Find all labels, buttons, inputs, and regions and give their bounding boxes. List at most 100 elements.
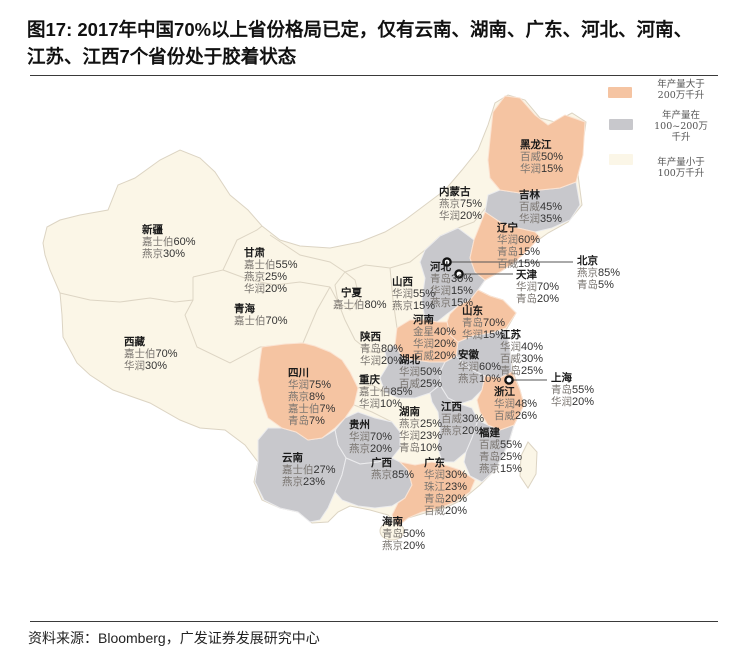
brand-share-line: 燕京30% (142, 248, 196, 260)
province-name: 吉林 (519, 189, 540, 201)
province-label-henan: 河南 金星40% 华润20% 百威20% (413, 314, 456, 362)
province-label-shanxi: 山西 华润55% 燕京15% (392, 276, 435, 312)
share-value: 10% (479, 373, 502, 385)
province-label-jiangsu: 江苏 华润40% 百威30% 青岛25% (500, 329, 543, 377)
province-label-hebei: 河北 青岛30% 华润15% 燕京15% (430, 261, 473, 309)
brand-share-line: 华润40% (500, 341, 543, 353)
share-value: 20% (460, 210, 483, 222)
brand-share-line: 华润60% (458, 361, 501, 373)
share-value: 40% (434, 326, 457, 338)
share-value: 30% (462, 413, 485, 425)
share-value: 8% (309, 391, 325, 403)
brand-share-line: 华润50% (399, 366, 442, 378)
brand-share-line: 华润35% (519, 213, 562, 225)
legend-text-line: 千升 (671, 132, 691, 143)
brand-name: 燕京 (392, 300, 413, 312)
province-label-jiangxi: 江西 百威30% 燕京20% (441, 401, 484, 437)
brand-share-line: 华润60% (497, 234, 540, 246)
brand-name: 华润 (516, 281, 537, 293)
brand-share-line: 华润55% (392, 288, 435, 300)
province-label-tianjin: 天津 华润70% 青岛20% (516, 269, 559, 305)
brand-name: 青岛 (497, 246, 518, 258)
share-value: 25% (265, 271, 288, 283)
province-name: 天津 (516, 269, 537, 281)
brand-share-line: 青岛30% (430, 273, 473, 285)
share-value: 85% (598, 267, 621, 279)
brand-share-line: 燕京85% (371, 469, 414, 481)
brand-share-line: 燕京20% (382, 540, 425, 552)
brand-share-line: 青岛15% (497, 246, 540, 258)
brand-share-line: 百威30% (441, 413, 484, 425)
share-value: 25% (521, 365, 544, 377)
brand-name: 华润 (399, 366, 420, 378)
brand-share-line: 百威20% (424, 505, 467, 517)
brand-share-line: 燕京75% (439, 198, 482, 210)
share-value: 15% (451, 285, 474, 297)
brand-name: 华润 (359, 398, 380, 410)
share-value: 7% (309, 415, 325, 427)
province-label-ningxia: 宁夏 嘉士伯80% (333, 287, 387, 311)
province-label-heilongjiang: 黑龙江 百威50% 华润15% (520, 139, 563, 175)
share-value: 85% (392, 469, 415, 481)
source-note: 资料来源：Bloomberg，广发证券发展研究中心 (28, 630, 320, 646)
brand-name: 青岛 (382, 528, 403, 540)
province-name: 青海 (234, 303, 255, 315)
province-name: 内蒙古 (439, 186, 471, 198)
city-marker-icon (504, 375, 514, 385)
brand-share-line: 华润15% (520, 163, 563, 175)
share-value: 20% (572, 396, 595, 408)
brand-share-line: 百威45% (519, 201, 562, 213)
province-name: 黑龙江 (520, 139, 552, 151)
share-value: 20% (434, 338, 457, 350)
brand-name: 华润 (399, 430, 420, 442)
brand-name: 嘉士伯 (288, 403, 320, 415)
brand-share-line: 百威55% (479, 439, 522, 451)
brand-name: 青岛 (479, 451, 500, 463)
province-name: 安徽 (458, 349, 479, 361)
brand-name: 燕京 (479, 463, 500, 475)
share-value: 15% (413, 300, 436, 312)
brand-name: 嘉士伯 (142, 236, 174, 248)
province-name: 山西 (392, 276, 413, 288)
brand-name: 燕京 (142, 248, 163, 260)
brand-name: 华润 (424, 469, 445, 481)
share-value: 20% (381, 355, 404, 367)
brand-share-line: 华润48% (494, 398, 537, 410)
share-value: 70% (537, 281, 560, 293)
brand-share-line: 百威50% (520, 151, 563, 163)
brand-share-line: 燕京25% (244, 271, 298, 283)
brand-share-line: 燕京20% (349, 443, 392, 455)
region-guangdong (391, 461, 476, 527)
province-name: 广西 (371, 457, 392, 469)
brand-name: 燕京 (349, 443, 370, 455)
brand-name: 青岛 (424, 493, 445, 505)
brand-share-line: 华润20% (413, 338, 456, 350)
shanghai-marker (504, 375, 547, 385)
province-name: 江苏 (500, 329, 521, 341)
share-value: 15% (451, 297, 474, 309)
legend-label-100-200: 年产量在 100~200万 千升 (646, 110, 716, 143)
province-name: 辽宁 (497, 222, 518, 234)
brand-share-line: 燕京10% (458, 373, 501, 385)
share-value: 20% (537, 293, 560, 305)
share-value: 75% (460, 198, 483, 210)
brand-name: 金星 (413, 326, 434, 338)
brand-share-line: 华润75% (288, 379, 335, 391)
province-name: 江西 (441, 401, 462, 413)
share-value: 30% (451, 273, 474, 285)
brand-share-line: 华润10% (359, 398, 413, 410)
province-name: 河南 (413, 314, 434, 326)
brand-share-line: 燕京15% (479, 463, 522, 475)
province-label-jilin: 吉林 百威45% 华润35% (519, 189, 562, 225)
brand-share-line: 燕京15% (392, 300, 435, 312)
share-value: 30% (521, 353, 544, 365)
brand-name: 燕京 (371, 469, 392, 481)
brand-name: 华润 (288, 379, 309, 391)
brand-share-line: 百威30% (500, 353, 543, 365)
brand-name: 青岛 (500, 365, 521, 377)
brand-share-line: 珠江23% (424, 481, 467, 493)
legend-swatch-cream (609, 154, 633, 165)
legend-label-below-100: 年产量小于 100万千升 (646, 157, 716, 179)
share-value: 60% (479, 361, 502, 373)
